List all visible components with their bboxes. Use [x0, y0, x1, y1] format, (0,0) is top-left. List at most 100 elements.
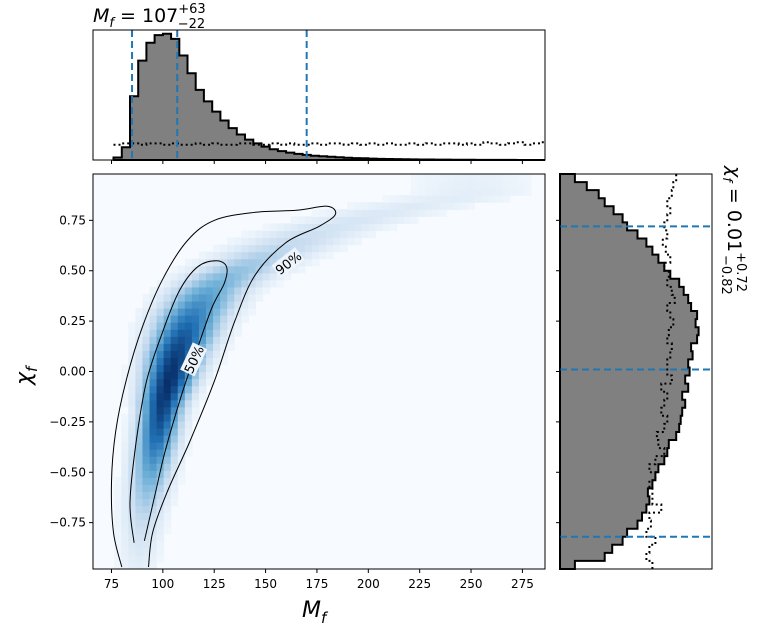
heatmap-cell: [227, 336, 235, 344]
heatmap-cell: [220, 308, 228, 316]
heatmap-cell: [170, 420, 179, 429]
heatmap-cell: [220, 343, 228, 351]
heatmap-cell: [241, 237, 249, 246]
heatmap-cell: [347, 209, 355, 217]
heatmap-cell: [375, 216, 384, 224]
heatmap-cell: [389, 195, 398, 203]
heatmap-cell: [361, 209, 370, 217]
heatmap-cell: [206, 272, 214, 281]
heatmap-cell: [509, 181, 518, 189]
heatmap-cell: [149, 442, 158, 450]
heatmap-cell: [156, 540, 165, 549]
top-marginal-panel: Mf = 107+63 −22: [92, 2, 546, 164]
heatmap-cell: [170, 343, 179, 351]
heatmap-cell: [163, 434, 172, 443]
heatmap-cell: [227, 322, 235, 330]
heatmap-cell: [255, 251, 264, 260]
heatmap-cell: [319, 230, 327, 239]
heatmap-cell: [156, 315, 165, 323]
heatmap-cell: [304, 258, 313, 267]
heatmap-cell: [340, 216, 348, 224]
heatmap-cell: [241, 258, 249, 267]
heatmap-cell: [142, 484, 151, 493]
heatmap-cell: [206, 378, 214, 387]
heatmap-cell: [128, 463, 136, 471]
heatmap-cell: [142, 399, 151, 408]
heatmap-cell: [142, 343, 151, 351]
heatmap-cell: [502, 195, 511, 203]
heatmap-cell: [149, 505, 158, 514]
heatmap-cell: [220, 286, 228, 295]
heatmap-cell: [213, 308, 221, 316]
heatmap-cell: [121, 512, 129, 521]
heatmap-cell: [255, 237, 264, 246]
heatmap-cell: [163, 526, 172, 535]
heatmap-cell: [248, 300, 257, 309]
heatmap-cell: [446, 188, 454, 196]
heatmap-cell: [114, 519, 122, 528]
heatmap-cell: [121, 449, 129, 457]
heatmap-cell: [177, 434, 186, 443]
heatmap-cell: [163, 329, 172, 337]
heatmap-cell: [354, 202, 362, 210]
heatmap-cell: [128, 385, 136, 394]
heatmap-cell: [227, 343, 235, 351]
heatmap-cell: [128, 357, 136, 366]
heatmap-cell: [177, 477, 186, 485]
heatmap-cell: [191, 399, 200, 408]
heatmap-cell: [142, 449, 151, 457]
heatmap-cell: [255, 244, 264, 253]
heatmap-cell: [149, 561, 158, 570]
heatmap-cell: [206, 343, 214, 351]
heatmap-cell: [248, 265, 257, 274]
heatmap-cell: [403, 209, 412, 217]
heatmap-cell: [262, 265, 271, 274]
heatmap-cell: [149, 484, 158, 493]
heatmap-cell: [410, 188, 419, 196]
heatmap-cell: [206, 293, 214, 302]
heatmap-cell: [128, 477, 136, 485]
heatmap-cell: [417, 174, 426, 182]
heatmap-cell: [255, 258, 264, 267]
heatmap-cell: [121, 463, 129, 471]
heatmap-cell: [396, 209, 405, 217]
heatmap-cell: [432, 195, 440, 203]
heatmap-cell: [142, 357, 151, 366]
heatmap-cell: [191, 336, 200, 344]
heatmap-cell: [142, 498, 151, 507]
heatmap-cell: [142, 512, 151, 521]
heatmap-cell: [142, 554, 151, 563]
heatmap-cell: [213, 357, 221, 366]
heatmap-cell: [424, 202, 433, 210]
heatmap-cell: [121, 456, 129, 464]
heatmap-cell: [467, 202, 475, 210]
heatmap-cell: [156, 442, 165, 450]
heatmap-cell: [191, 258, 200, 267]
heatmap-cell: [495, 174, 504, 182]
heatmap-cell: [170, 392, 179, 401]
heatmap-cell: [177, 413, 186, 422]
heatmap-cell: [290, 265, 299, 274]
heatmap-cell: [439, 174, 447, 182]
heatmap-cell: [121, 399, 129, 408]
heatmap-cell: [333, 223, 341, 232]
heatmap-cell: [184, 258, 193, 267]
heatmap-cell: [213, 251, 221, 260]
heatmap-cell: [121, 540, 129, 549]
heatmap-cell: [121, 491, 129, 500]
heatmap-cell: [128, 371, 136, 380]
heatmap-cell: [156, 336, 165, 344]
heatmap-cell: [156, 533, 165, 542]
heatmap-cell: [142, 434, 151, 443]
heatmap-cell: [248, 258, 257, 267]
heatmap-cell: [135, 533, 144, 542]
heatmap-cell: [262, 258, 271, 267]
heatmap-cell: [128, 434, 136, 443]
heatmap-cell: [163, 308, 172, 316]
heatmap-cell: [319, 216, 327, 224]
heatmap-cell: [269, 230, 278, 239]
heatmap-cell: [213, 286, 221, 295]
heatmap-cell: [114, 477, 122, 485]
heatmap-cell: [156, 498, 165, 507]
heatmap-cell: [206, 258, 214, 267]
